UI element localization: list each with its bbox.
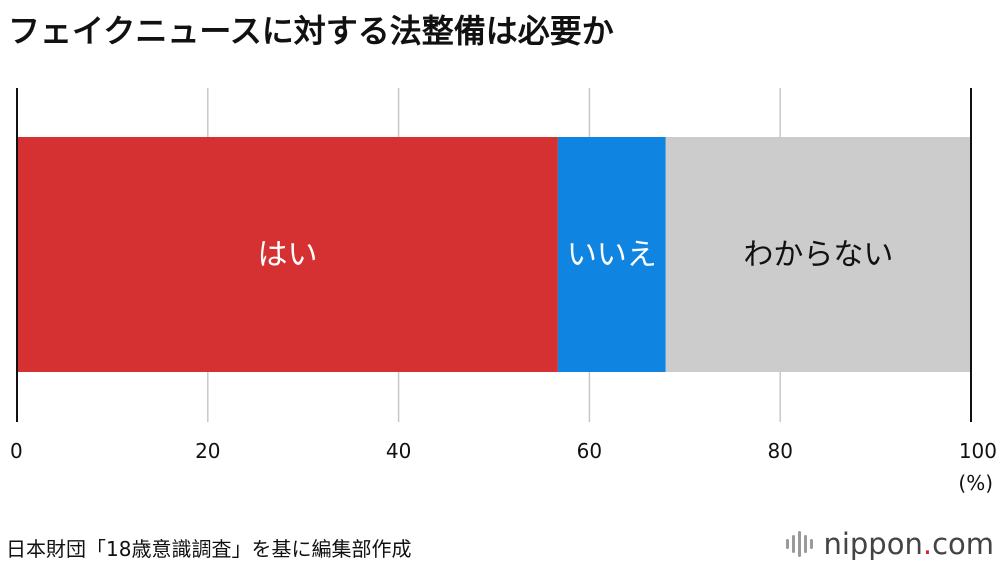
x-tick-label-0: 0 [10, 439, 23, 463]
x-tick-labels: 0 20 40 60 80 100 [10, 439, 997, 463]
x-tick-label-100: 100 [959, 439, 997, 463]
x-tick-label-20: 20 [195, 439, 220, 463]
x-tick-label-40: 40 [386, 439, 411, 463]
axis-lines [16, 88, 972, 422]
bar-segment-1 [17, 137, 558, 372]
segment-label-3: わからない [743, 238, 893, 273]
bar-segment-3 [665, 137, 971, 372]
nippon-com-logo: nippon.com [786, 526, 994, 562]
source-note: 日本財団「18歳意識調査」を基に編集部作成 [6, 537, 412, 561]
logo-text: nippon.com [823, 527, 994, 561]
x-tick-label-80: 80 [767, 439, 792, 463]
segment-label-1: はい [257, 238, 317, 273]
x-axis-unit: (%) [958, 471, 993, 495]
logo-bars-icon [786, 529, 814, 559]
segment-label-2: いいえ [567, 238, 657, 273]
bar-segments: はい いいえ わからない [17, 137, 971, 372]
x-tick-label-60: 60 [577, 439, 602, 463]
chart-title: フェイクニュースに対する法整備は必要か [8, 12, 614, 50]
bar-segment-2 [557, 137, 666, 372]
